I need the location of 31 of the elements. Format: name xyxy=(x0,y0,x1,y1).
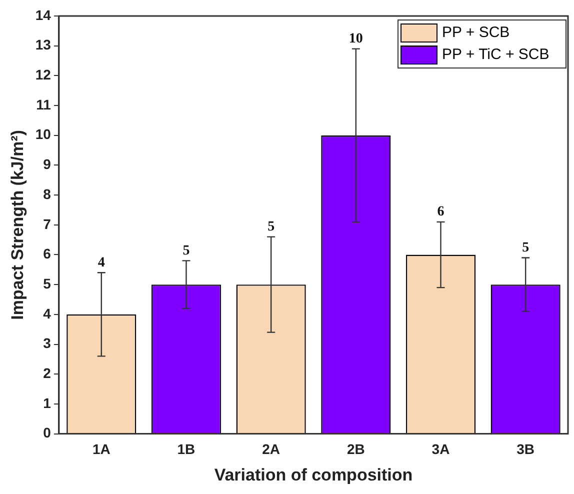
x-axis-title: Variation of composition xyxy=(214,465,413,484)
y-tick-label: 12 xyxy=(35,66,52,83)
x-tick-label: 3A xyxy=(432,441,450,458)
y-tick-label: 7 xyxy=(43,216,52,232)
x-tick-label: 2B xyxy=(346,441,365,458)
y-tick-label: 2 xyxy=(43,364,52,381)
y-tick-label: 1 xyxy=(43,394,52,411)
y-tick-label: 11 xyxy=(36,96,52,112)
annotation: 5 xyxy=(522,240,530,256)
y-tick-label: 8 xyxy=(43,186,52,202)
y-tick-label: 9 xyxy=(43,156,52,172)
annotation: 10 xyxy=(348,31,363,46)
y-tick-label: 3 xyxy=(43,335,52,352)
y-tick-label: 5 xyxy=(43,275,52,292)
legend-label: PP + TiC + SCB xyxy=(442,46,550,64)
x-tick-label: 3B xyxy=(516,441,535,458)
annotation: 5 xyxy=(268,219,275,234)
y-axis-title: Impact Strength (kJ/m²) xyxy=(8,130,27,320)
y-tick-label: 14 xyxy=(35,6,52,23)
y-tick-label: 4 xyxy=(43,305,52,322)
y-tick-label: 10 xyxy=(35,126,52,142)
annotation: 5 xyxy=(182,243,190,258)
x-tick-label: 1B xyxy=(177,441,196,458)
annotation: 6 xyxy=(437,204,444,220)
annotation: 4 xyxy=(98,255,105,270)
y-tick-label: 13 xyxy=(35,36,52,53)
y-tick-label: 0 xyxy=(43,424,52,441)
x-tick-label: 1A xyxy=(92,441,110,458)
legend-label: PP + SCB xyxy=(442,24,510,42)
x-tick-label: 2A xyxy=(262,441,280,458)
y-tick-label: 6 xyxy=(43,246,52,262)
